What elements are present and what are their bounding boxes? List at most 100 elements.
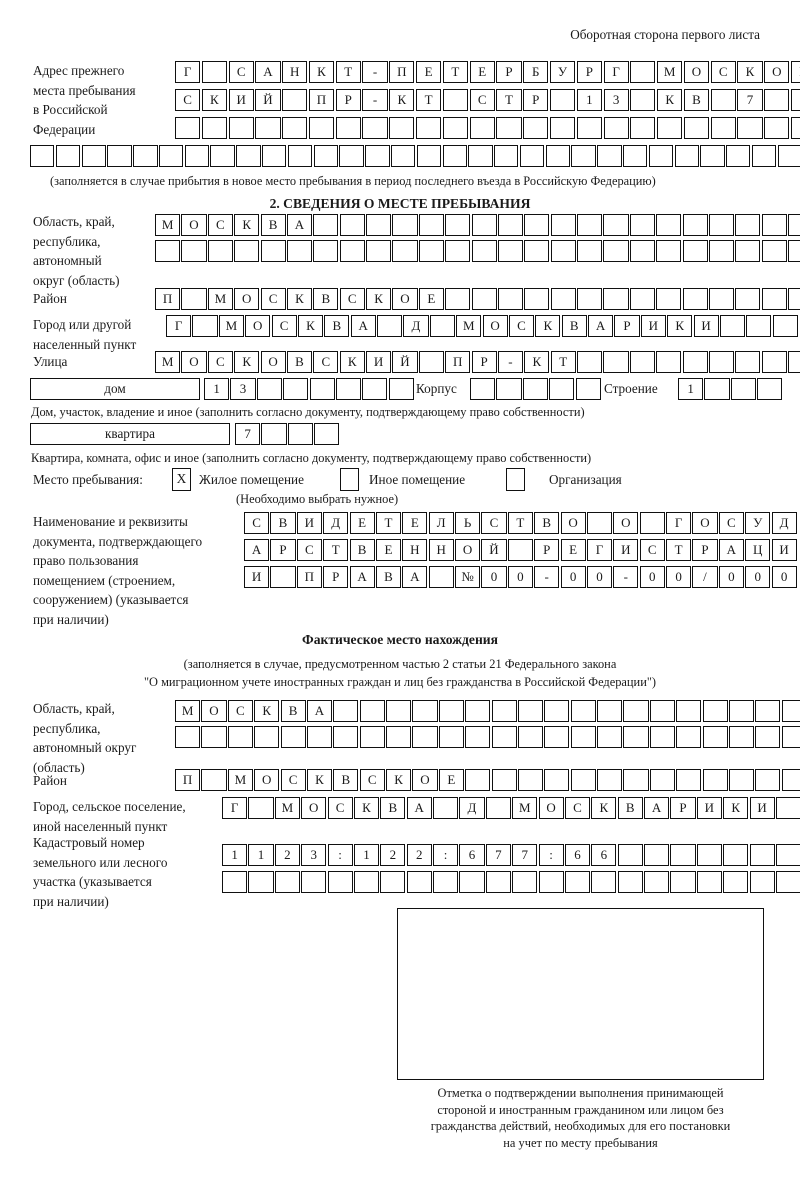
char-cell[interactable]: [723, 871, 749, 893]
char-cell[interactable]: [133, 145, 158, 167]
char-cell[interactable]: [696, 871, 722, 893]
char-cell[interactable]: [735, 214, 761, 236]
char-cell[interactable]: [564, 871, 591, 893]
char-cell[interactable]: Ь: [455, 512, 481, 534]
char-cell[interactable]: [390, 145, 416, 167]
char-cell[interactable]: -: [497, 351, 524, 373]
char-cell[interactable]: [517, 726, 544, 748]
char-cell[interactable]: [710, 89, 736, 111]
char-cell[interactable]: [629, 214, 655, 236]
char-cell[interactable]: 0: [745, 566, 771, 588]
char-cell[interactable]: [577, 351, 603, 373]
char-cell[interactable]: -: [362, 61, 388, 83]
char-cell[interactable]: [270, 566, 296, 588]
char-cell[interactable]: П: [175, 769, 201, 791]
char-cell[interactable]: [623, 769, 649, 791]
char-cell[interactable]: [362, 378, 388, 400]
char-cell[interactable]: [228, 117, 254, 139]
char-cell[interactable]: [445, 288, 471, 310]
char-cell[interactable]: [649, 726, 675, 748]
char-cell[interactable]: О: [181, 214, 207, 236]
char-cell[interactable]: -: [613, 566, 639, 588]
char-cell[interactable]: [184, 145, 210, 167]
char-cell[interactable]: [438, 700, 464, 722]
char-cell[interactable]: Н: [282, 61, 308, 83]
char-cell[interactable]: И: [696, 797, 722, 819]
char-cell[interactable]: М: [657, 61, 683, 83]
char-cell[interactable]: [81, 145, 106, 167]
char-cell[interactable]: Г: [175, 61, 201, 83]
char-cell[interactable]: С: [260, 288, 286, 310]
char-cell[interactable]: А: [306, 700, 333, 722]
char-cell[interactable]: [656, 351, 682, 373]
char-cell[interactable]: 6: [459, 844, 485, 866]
char-cell[interactable]: [236, 145, 261, 167]
char-cell[interactable]: [359, 700, 385, 722]
char-cell[interactable]: [287, 423, 313, 445]
char-cell[interactable]: [366, 240, 392, 262]
char-cell[interactable]: Й: [392, 351, 418, 373]
char-cell[interactable]: Ц: [745, 539, 771, 561]
char-cell[interactable]: С: [207, 351, 233, 373]
char-cell[interactable]: 1: [204, 378, 230, 400]
char-cell[interactable]: В: [313, 288, 339, 310]
char-cell[interactable]: И: [640, 315, 666, 337]
char-cell[interactable]: С: [207, 214, 233, 236]
char-cell[interactable]: [301, 871, 327, 893]
char-cell[interactable]: В: [349, 539, 375, 561]
char-cell[interactable]: П: [445, 351, 471, 373]
char-cell[interactable]: А: [349, 566, 375, 588]
char-cell[interactable]: 3: [603, 89, 629, 111]
char-cell[interactable]: [313, 240, 339, 262]
char-cell[interactable]: [761, 240, 787, 262]
char-cell[interactable]: [649, 700, 675, 722]
char-cell[interactable]: О: [201, 700, 227, 722]
char-cell[interactable]: [30, 145, 55, 167]
char-cell[interactable]: А: [644, 797, 670, 819]
char-cell[interactable]: [428, 566, 454, 588]
char-cell[interactable]: О: [482, 315, 508, 337]
char-cell[interactable]: [644, 844, 670, 866]
char-cell[interactable]: [286, 240, 313, 262]
char-cell[interactable]: В: [260, 214, 286, 236]
char-cell[interactable]: [730, 378, 756, 400]
char-cell[interactable]: О: [245, 315, 271, 337]
char-cell[interactable]: [522, 378, 548, 400]
char-cell[interactable]: [339, 240, 365, 262]
document-row-3[interactable]: И П Р А В А № 0 0-0 0-0 0/0 0 0: [244, 566, 798, 588]
char-cell[interactable]: К: [306, 769, 333, 791]
char-cell[interactable]: [577, 214, 603, 236]
char-cell[interactable]: [576, 117, 602, 139]
char-cell[interactable]: [597, 700, 623, 722]
char-cell[interactable]: Т: [550, 351, 576, 373]
char-cell[interactable]: [524, 288, 550, 310]
char-cell[interactable]: Р: [323, 566, 349, 588]
char-cell[interactable]: [550, 214, 576, 236]
char-cell[interactable]: [570, 769, 596, 791]
char-cell[interactable]: И: [749, 797, 775, 819]
char-cell[interactable]: [335, 117, 361, 139]
char-cell[interactable]: К: [353, 797, 380, 819]
char-cell[interactable]: [630, 117, 656, 139]
char-cell[interactable]: [630, 61, 656, 83]
char-cell[interactable]: [723, 844, 749, 866]
char-cell[interactable]: Р: [614, 315, 640, 337]
char-cell[interactable]: [670, 871, 696, 893]
char-cell[interactable]: [772, 315, 798, 337]
char-cell[interactable]: [388, 378, 414, 400]
char-cell[interactable]: [656, 288, 682, 310]
char-cell[interactable]: [465, 769, 491, 791]
char-cell[interactable]: -: [534, 566, 560, 588]
char-cell[interactable]: И: [296, 512, 322, 534]
char-cell[interactable]: [491, 726, 517, 748]
char-cell[interactable]: 7: [512, 844, 538, 866]
checkbox-zhiloe-pomeshchenie[interactable]: X: [172, 468, 191, 491]
char-cell[interactable]: К: [667, 315, 693, 337]
char-cell[interactable]: О: [392, 288, 418, 310]
